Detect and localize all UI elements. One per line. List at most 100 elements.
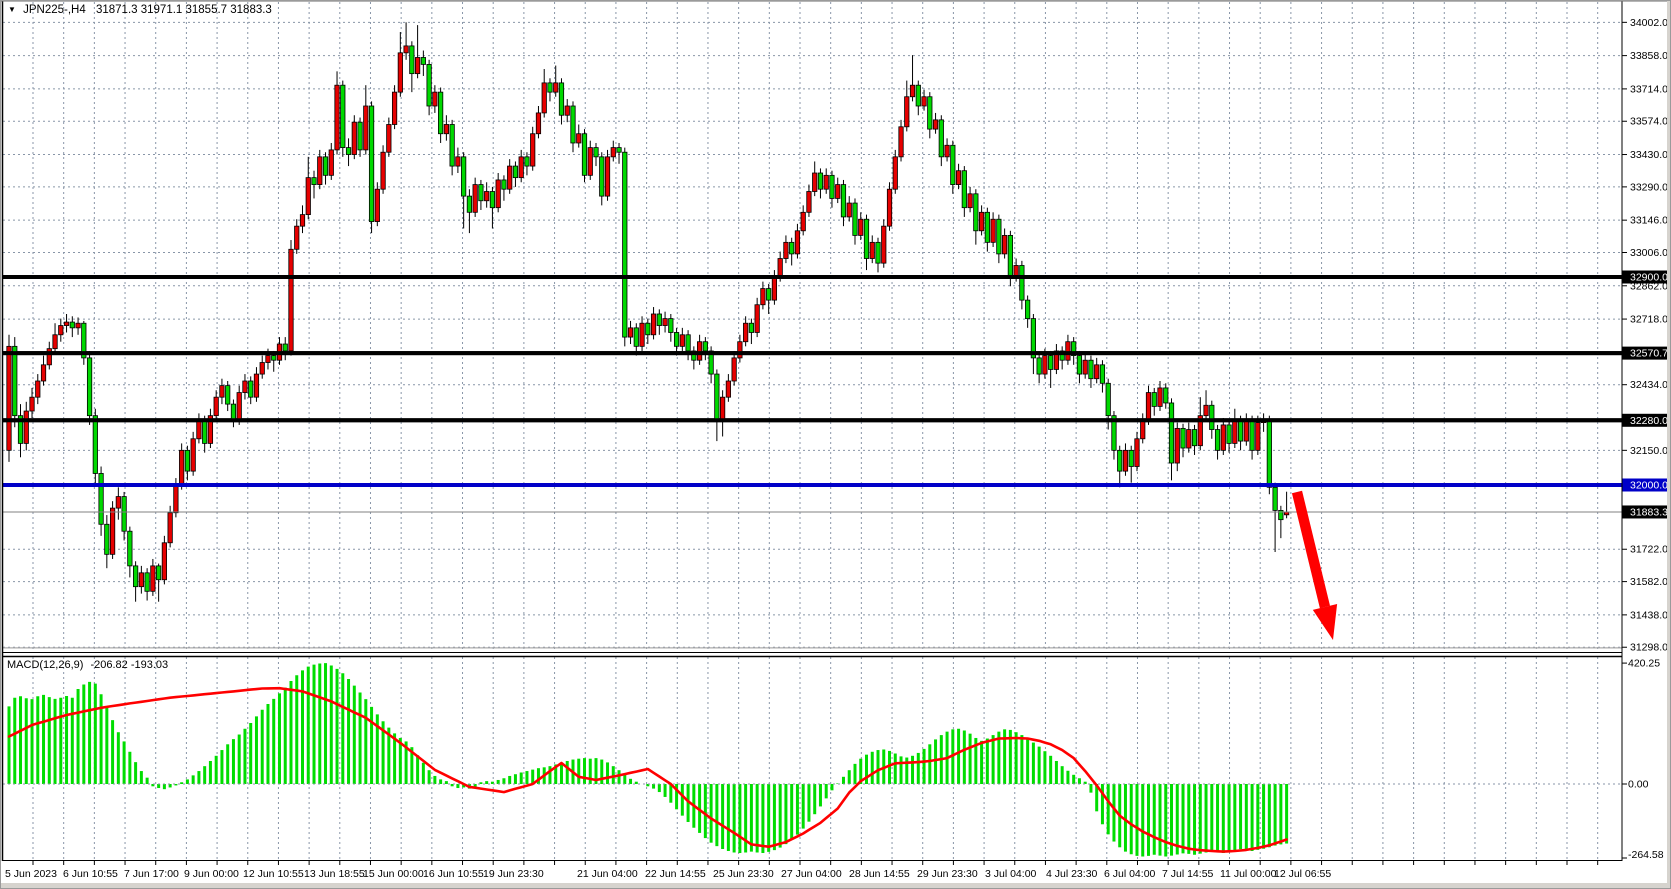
candle-body [673,332,680,347]
candle-body [397,52,403,93]
candle-body [1237,419,1244,442]
time-axis-label[interactable]: 29 Jun 23:30 [917,868,978,880]
time-axis-label[interactable]: 7 Jul 14:55 [1162,868,1214,880]
price-label-box-text: 32570.7 [1630,348,1668,360]
candle-body [449,124,455,167]
time-axis-label[interactable]: 12 Jul 06:55 [1274,868,1331,880]
candle-body [754,304,760,333]
candle-body [748,322,754,333]
candle-body [133,565,139,588]
candle-body [863,218,870,259]
candle-body [1002,235,1008,255]
candle-body [271,355,277,361]
price-axis-label: 33714.0 [1630,83,1668,95]
candle-body [230,403,237,421]
candle-body [679,334,685,347]
candle-body [351,121,357,155]
candle-body [75,322,81,329]
time-axis-label[interactable]: 7 Jun 17:00 [124,868,179,880]
candle-body [955,170,962,185]
candle-body [512,165,519,179]
time-axis-label[interactable]: 6 Jun 10:55 [63,868,118,880]
candle-body [932,119,939,130]
candle-body [720,396,726,421]
candle-body [627,327,634,338]
time-axis-label[interactable]: 13 Jun 18:55 [304,868,365,880]
candle-body [541,82,547,114]
time-axis-label[interactable]: 16 Jun 10:55 [423,868,484,880]
symbol-dropdown-icon[interactable]: ▼ [8,5,16,14]
time-axis-label[interactable]: 5 Jun 2023 [5,868,57,880]
candle-body [121,496,127,532]
candle-body [737,341,743,359]
candle-body [484,191,490,202]
macd-axis-label: 0.00 [1628,779,1649,791]
candle-body [587,147,593,176]
candle-body [984,211,990,243]
candle-body [892,156,898,190]
time-axis-label[interactable]: 6 Jul 04:00 [1104,868,1156,880]
candle-body [507,165,513,190]
candle-body [1272,486,1278,511]
price-axis-label: 32434.0 [1630,379,1668,391]
candle-body [1059,350,1065,361]
candle-body [1088,359,1094,380]
candle-body [881,225,887,264]
time-axis-label[interactable]: 15 Jun 00:00 [363,868,424,880]
candle-body [806,191,812,213]
candle-body [1232,419,1238,444]
candle-body [391,91,398,125]
time-axis-label[interactable]: 9 Jun 00:00 [184,868,239,880]
candle-body [1226,424,1232,444]
candle-body [530,133,536,167]
price-label-box-text: 32280.0 [1630,415,1668,427]
price-axis-label: 31298.0 [1630,642,1668,654]
candle-body [236,392,242,421]
candle-body [783,241,789,259]
sell-arrow-shaft[interactable] [1291,490,1331,609]
candle-body [771,276,778,301]
candle-body [98,473,104,525]
time-axis-label[interactable]: 19 Jun 23:30 [483,868,544,880]
macd-axis-label: 420.25 [1628,658,1660,670]
ohlc-readout: 31871.3 31971.1 31855.7 31883.3 [95,4,272,16]
candle-body [311,177,317,185]
price-axis-label: 33290.0 [1630,181,1668,193]
macd-indicator-label: MACD(12,26,9) -206.82 -193.03 [7,659,168,671]
candle-body [1042,355,1048,375]
candle-body [374,188,380,222]
macd-name: MACD(12,26,9) [7,659,84,671]
candle-body [432,91,438,107]
candle-body [86,357,93,417]
candle-body [1128,449,1134,467]
time-axis-label[interactable]: 25 Jun 23:30 [713,868,774,880]
candle-body [23,410,29,444]
sell-arrow-head[interactable] [1312,604,1338,640]
candle-body [961,170,967,209]
time-axis-label[interactable]: 28 Jun 14:55 [849,868,910,880]
candle-body [904,96,910,128]
time-axis-label[interactable]: 22 Jun 14:55 [645,868,706,880]
candle-body [438,91,444,135]
candle-body [173,484,179,514]
candle-body [6,345,12,451]
candle-body [616,147,622,153]
candle-body [760,288,766,306]
price-axis-label: 33006.0 [1630,247,1668,259]
candle-body [1065,341,1071,361]
time-axis-label[interactable]: 3 Jul 04:00 [985,868,1037,880]
candle-body [731,357,737,382]
time-axis-label[interactable]: 21 Jun 04:00 [577,868,638,880]
price-axis-label: 33430.0 [1630,149,1668,161]
candle-body [967,193,973,209]
candle-body [415,57,421,75]
time-axis-label[interactable]: 4 Jul 23:30 [1046,868,1098,880]
candle-body [179,449,185,486]
time-axis-label[interactable]: 27 Jun 04:00 [781,868,842,880]
candle-body [835,184,841,199]
time-axis-label[interactable]: 12 Jun 10:55 [243,868,304,880]
price-label-box [1622,478,1671,492]
candle-body [789,241,795,255]
time-axis-label[interactable]: 11 Jul 00:00 [1220,868,1277,880]
candle-body [334,84,340,151]
